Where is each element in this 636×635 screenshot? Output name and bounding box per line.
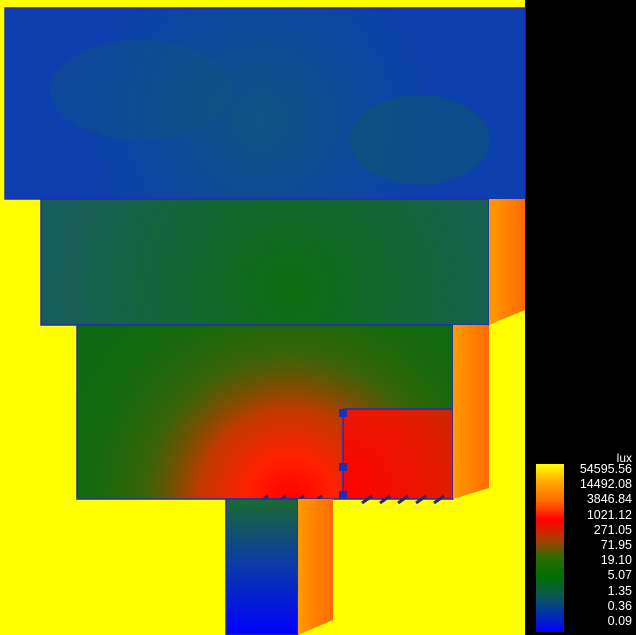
legend-value-5: 71.95 <box>600 537 632 552</box>
legend-value-8: 1.35 <box>607 583 632 598</box>
legend-value-6: 19.10 <box>600 553 632 568</box>
corridor <box>226 499 298 635</box>
legend-value-2: 3846.84 <box>586 492 632 507</box>
south-room-hotspot <box>343 409 453 499</box>
illuminance-legend: lux 54595.56 14492.08 3846.84 1021.12 271.05… <box>530 452 636 635</box>
legend-value-3: 1021.12 <box>586 507 632 522</box>
wall-face-main <box>453 325 489 499</box>
upper-room <box>41 199 489 325</box>
wall-face-upper <box>489 199 525 325</box>
legend-value-10: 0.09 <box>607 613 632 628</box>
legend-value-7: 5.07 <box>607 568 632 583</box>
legend-unit-label: lux <box>616 451 632 465</box>
legend-value-4: 271.05 <box>593 522 632 537</box>
legend-color-bar <box>536 464 564 632</box>
legend-value-1: 14492.08 <box>579 477 632 492</box>
legend-value-9: 0.36 <box>607 598 632 613</box>
legend-value-labels: 54595.56 14492.08 3846.84 1021.12 271.05 71.9… <box>566 462 632 629</box>
wall-face-corridor <box>298 499 333 635</box>
legend-value-0: 54595.56 <box>579 462 632 476</box>
